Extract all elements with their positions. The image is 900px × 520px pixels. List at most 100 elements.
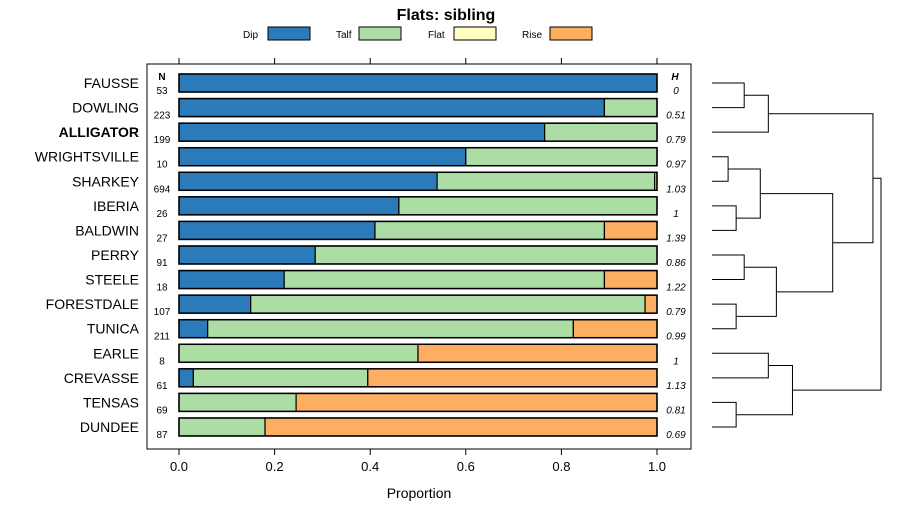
bar-segment-dip bbox=[178, 269, 285, 290]
bar-segment-talf bbox=[436, 171, 656, 191]
n-value: 199 bbox=[154, 135, 171, 146]
legend-swatch-talf bbox=[358, 26, 402, 41]
bar-segment-dip bbox=[178, 294, 252, 314]
x-axis-label: Proportion bbox=[387, 485, 452, 501]
bar-segment-talf bbox=[207, 319, 574, 339]
n-value: 8 bbox=[159, 356, 165, 367]
h-value: 0 bbox=[673, 86, 679, 97]
legend-label-talf: Talf bbox=[336, 30, 352, 41]
row-label: IBERIA bbox=[93, 198, 140, 214]
x-tick-label: 0.4 bbox=[361, 459, 379, 474]
dendrogram-link bbox=[712, 156, 729, 182]
n-column-header: N bbox=[158, 72, 165, 83]
legend-swatch-dip bbox=[267, 26, 311, 41]
bar-segment-talf bbox=[314, 245, 658, 265]
dendrogram-link bbox=[712, 205, 737, 231]
bar-segment-talf bbox=[398, 196, 658, 216]
bar-segment-rise bbox=[295, 392, 658, 413]
bar-outline bbox=[178, 294, 658, 314]
bar-outline bbox=[178, 73, 658, 93]
h-value: 0.51 bbox=[666, 111, 685, 122]
h-value: 0.69 bbox=[666, 430, 686, 441]
n-value: 26 bbox=[156, 209, 168, 220]
dendrogram-link bbox=[760, 193, 834, 293]
bar-segment-talf bbox=[283, 269, 606, 290]
bar-segment-dip bbox=[178, 196, 400, 216]
bar-outline bbox=[178, 146, 658, 167]
bar-segment-talf bbox=[192, 368, 369, 388]
row-label: PERRY bbox=[91, 247, 140, 263]
bar-segment-rise bbox=[417, 343, 658, 363]
bar-outline bbox=[178, 343, 658, 364]
bar-outline bbox=[178, 196, 658, 216]
bar-outline bbox=[178, 245, 658, 265]
bar-outline bbox=[178, 171, 658, 192]
legend: Dip Talf Flat Rise bbox=[243, 26, 593, 41]
bar-segment-dip bbox=[178, 171, 438, 191]
bar-outline bbox=[178, 220, 658, 241]
n-value: 91 bbox=[156, 258, 168, 269]
bar-segment-dip bbox=[178, 73, 658, 93]
bar-outline bbox=[178, 97, 658, 118]
h-value: 1 bbox=[673, 209, 679, 220]
bar-segment-dip bbox=[178, 220, 376, 241]
row-label: TUNICA bbox=[87, 321, 140, 337]
n-value: 53 bbox=[156, 86, 168, 97]
n-value: 18 bbox=[156, 283, 168, 294]
bar-segment-talf bbox=[250, 294, 646, 314]
n-value: 223 bbox=[154, 111, 171, 122]
row-label: DUNDEE bbox=[80, 419, 139, 435]
h-value: 0.99 bbox=[666, 332, 686, 343]
dendrogram-link bbox=[728, 168, 761, 219]
row-label: WRIGHTSVILLE bbox=[35, 149, 139, 165]
h-value: 0.97 bbox=[666, 160, 686, 171]
bar-outline bbox=[178, 122, 658, 142]
bar-outline bbox=[178, 392, 658, 413]
bar-segment-dip bbox=[178, 368, 194, 388]
h-value: 1.39 bbox=[666, 233, 686, 244]
n-value: 27 bbox=[156, 233, 168, 244]
row-label: ALLIGATOR bbox=[59, 124, 139, 140]
row-label: EARLE bbox=[93, 345, 139, 361]
row-label: FAUSSE bbox=[84, 75, 139, 91]
legend-label-rise: Rise bbox=[522, 30, 542, 41]
bar-outline bbox=[178, 417, 658, 437]
x-tick-label: 0.6 bbox=[457, 459, 475, 474]
x-tick-label: 0.2 bbox=[266, 459, 284, 474]
row-label: STEELE bbox=[85, 272, 139, 288]
bar-segment-talf bbox=[374, 220, 606, 241]
dendrogram bbox=[712, 82, 882, 428]
row-label: DOWLING bbox=[72, 100, 139, 116]
legend-swatch-flat bbox=[453, 26, 497, 41]
dendrogram-link bbox=[792, 177, 882, 391]
dendrogram-link bbox=[712, 352, 769, 379]
bar-segment-talf bbox=[178, 343, 419, 363]
bar-segment-dip bbox=[178, 147, 467, 167]
x-axis: 0.0 0.2 0.4 0.6 0.8 1.0 bbox=[170, 58, 666, 474]
bar-segment-rise bbox=[572, 319, 658, 339]
plot-panel bbox=[146, 63, 692, 450]
legend-label-flat: Flat bbox=[428, 30, 445, 41]
bar-outline bbox=[178, 269, 658, 290]
bar-segment-talf bbox=[465, 147, 658, 167]
bar-segment-rise bbox=[603, 220, 658, 241]
legend-swatch-rise bbox=[549, 26, 593, 41]
bar-segment-dip bbox=[178, 122, 546, 142]
dendrogram-link bbox=[712, 401, 737, 428]
h-value: 0.79 bbox=[666, 135, 686, 146]
h-value: 1.03 bbox=[666, 184, 686, 195]
x-tick-label: 0.0 bbox=[170, 459, 188, 474]
bar-segment-dip bbox=[178, 245, 316, 265]
h-value: 1.22 bbox=[666, 283, 686, 294]
bar-segment-rise bbox=[367, 368, 658, 388]
x-tick-label: 0.8 bbox=[552, 459, 570, 474]
dendrogram-link bbox=[768, 113, 874, 244]
bar-segment-dip bbox=[178, 97, 606, 118]
n-value: 107 bbox=[154, 307, 171, 318]
n-value: 61 bbox=[156, 381, 168, 392]
bar-segment-rise bbox=[603, 269, 658, 290]
legend-label-dip: Dip bbox=[243, 30, 258, 41]
bar-segment-rise bbox=[264, 417, 658, 437]
bar-segment-talf bbox=[178, 392, 297, 413]
